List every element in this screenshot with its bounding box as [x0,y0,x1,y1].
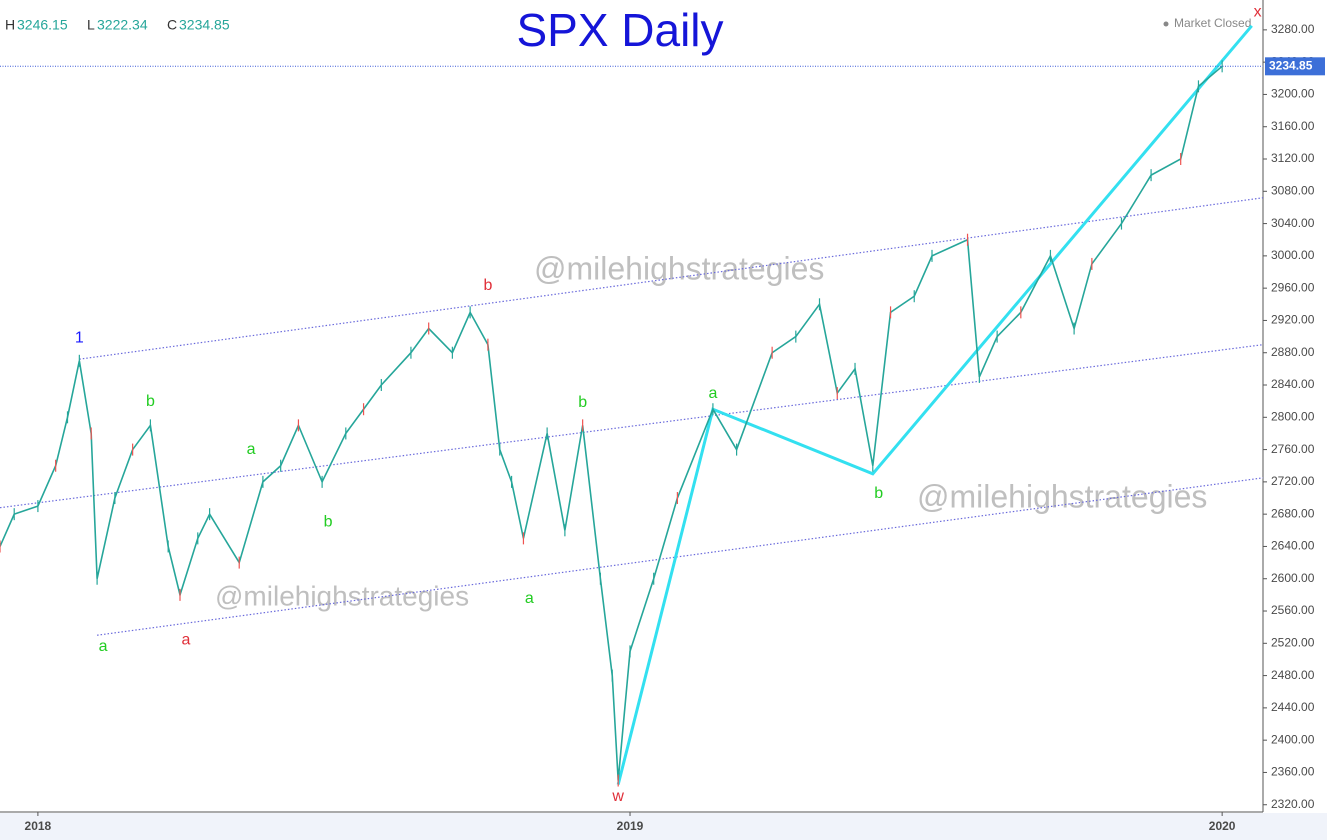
y-tick-label: 3080.00 [1271,183,1315,197]
y-tick-label: 2480.00 [1271,668,1315,682]
y-tick-label: 2880.00 [1271,345,1315,359]
last-price-label: 3234.85 [1269,58,1313,72]
wave-label: b [146,393,155,410]
high-label: H [5,17,15,33]
y-tick-label: 2520.00 [1271,635,1315,649]
trendline [97,477,1264,636]
chart-title: SPX Daily [516,4,723,56]
watermark: @milehighstrategies [215,580,469,611]
wave-label: a [247,441,256,458]
status-dot [1163,21,1169,27]
x-tick-label: 2019 [617,819,644,833]
y-tick-label: 2960.00 [1271,280,1315,294]
y-tick-label: 2800.00 [1271,409,1315,423]
close-label: C [167,17,177,33]
wave-label: b [483,277,492,294]
y-tick-label: 2680.00 [1271,506,1315,520]
y-tick-label: 3000.00 [1271,248,1315,262]
y-tick-label: 3200.00 [1271,87,1315,101]
y-tick-label: 2320.00 [1271,797,1315,811]
wave-label: 1 [75,329,84,346]
last-price-box [1265,57,1325,76]
x-tick-label: 2018 [25,819,52,833]
y-tick-label: 2840.00 [1271,377,1315,391]
y-tick-label: 3120.00 [1271,151,1315,165]
y-tick-label: 2600.00 [1271,571,1315,585]
x-tick-label: 2020 [1209,819,1236,833]
y-tick-label: 2720.00 [1271,474,1315,488]
low-value: 3222.34 [97,17,148,33]
y-tick-label: 2400.00 [1271,732,1315,746]
wave-label: b [324,513,333,530]
wave-label: a [99,638,108,655]
y-tick-label: 2920.00 [1271,313,1315,327]
wave-label: a [708,385,717,402]
y-tick-label: 2640.00 [1271,539,1315,553]
market-status: Market Closed [1174,16,1251,30]
close-value: 3234.85 [179,17,230,33]
y-tick-label: 3280.00 [1271,22,1315,36]
high-value: 3246.15 [17,17,68,33]
y-tick-label: 3160.00 [1271,119,1315,133]
trendline [616,24,1253,785]
y-tick-label: 2760.00 [1271,442,1315,456]
wave-label: a [525,590,534,607]
trendline [0,344,1264,509]
wave-label: x [1254,3,1262,20]
wave-label: b [874,485,883,502]
wave-label: a [181,631,190,648]
y-tick-label: 3040.00 [1271,216,1315,230]
x-axis-panel [0,813,1327,840]
y-tick-label: 2560.00 [1271,603,1315,617]
y-tick-label: 2440.00 [1271,700,1315,714]
wave-label: b [578,394,587,411]
watermark: @milehighstrategies [534,250,824,286]
low-label: L [87,17,95,33]
wave-label: w [611,788,624,805]
y-tick-label: 2360.00 [1271,765,1315,779]
watermark: @milehighstrategies [917,478,1207,514]
